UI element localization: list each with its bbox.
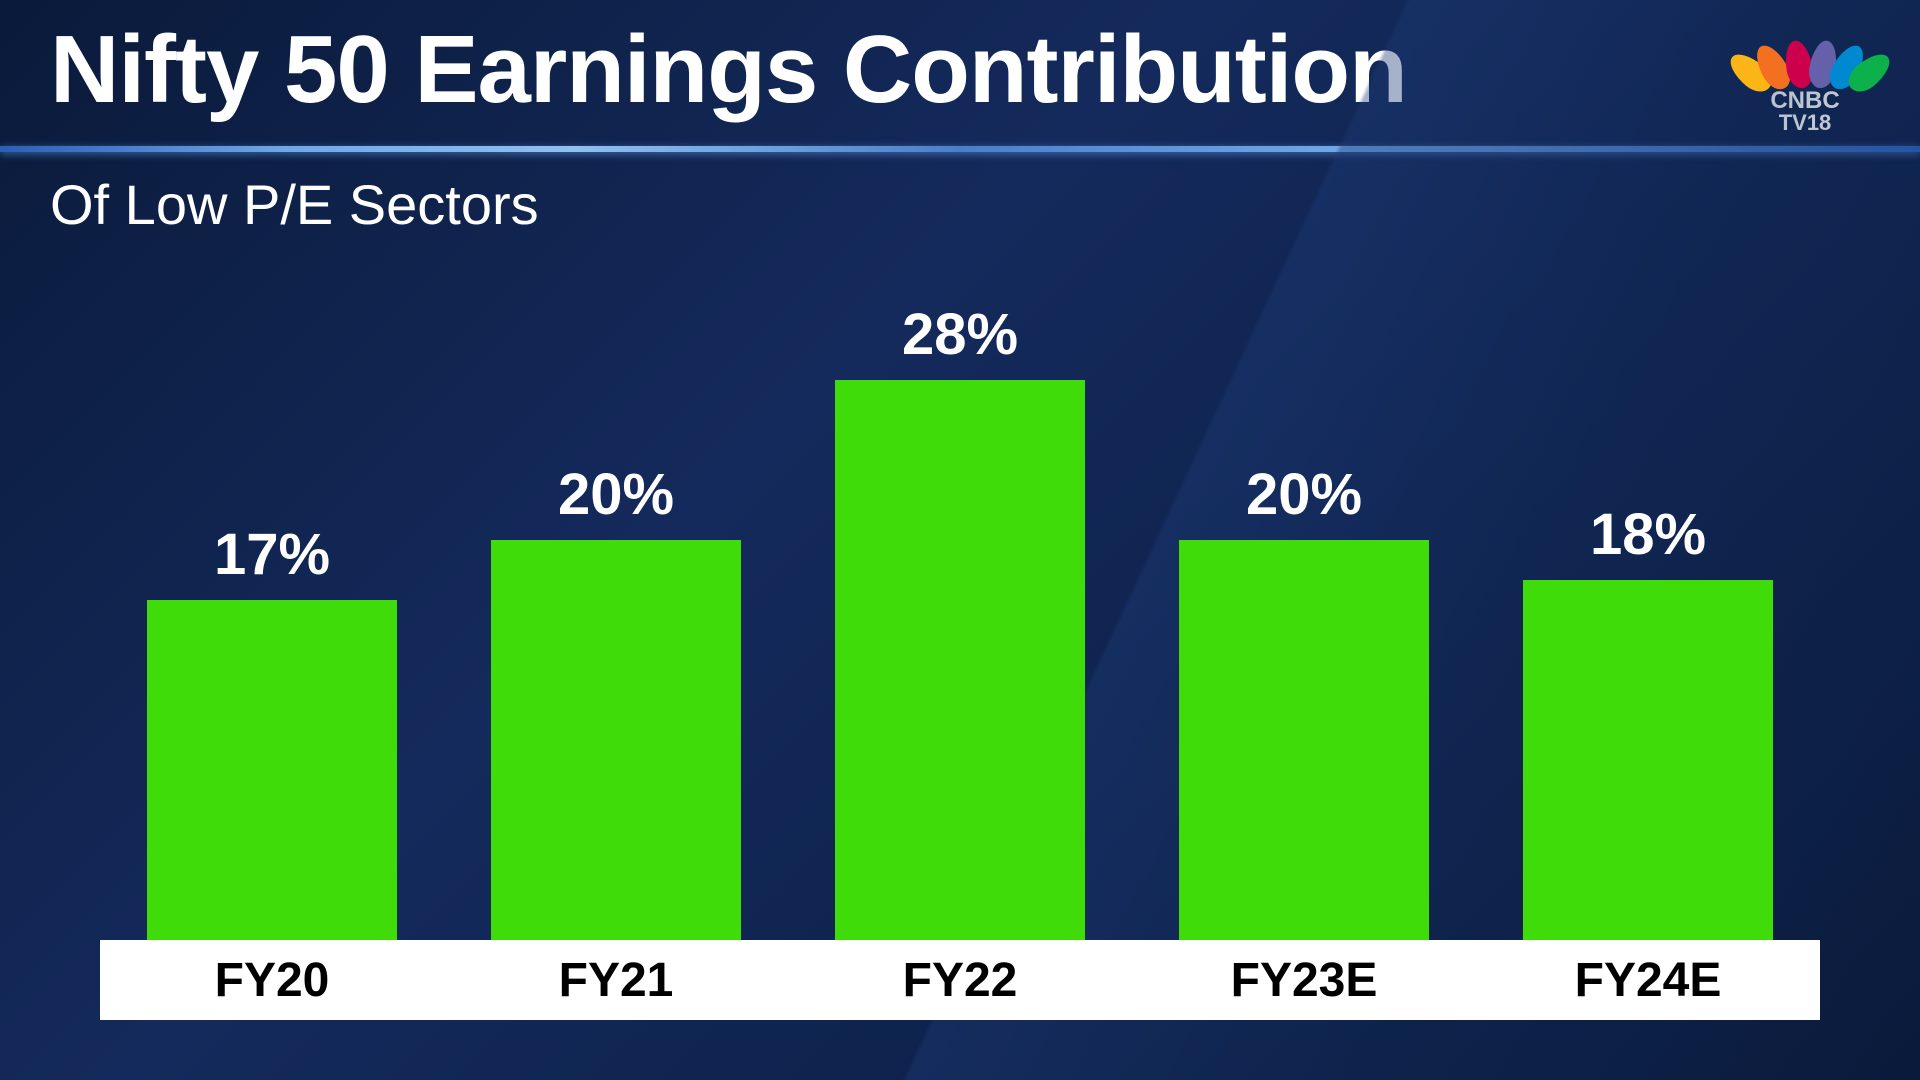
bar-slot: 17% <box>100 300 444 940</box>
bar <box>835 380 1085 940</box>
bars-region: 17% 20% 28% 20% 18% <box>100 300 1820 940</box>
bar-value-label: 20% <box>1246 461 1362 528</box>
x-axis-strip: FY20FY21FY22FY23EFY24E <box>100 940 1820 1020</box>
x-axis-label: FY21 <box>444 953 788 1008</box>
bar-value-label: 20% <box>558 461 674 528</box>
x-axis-label: FY22 <box>788 953 1132 1008</box>
bar-slot: 20% <box>444 300 788 940</box>
bar-slot: 18% <box>1476 300 1820 940</box>
logo-sub-text: TV18 <box>1750 113 1860 134</box>
bar <box>147 600 397 940</box>
bar-chart: 17% 20% 28% 20% 18% FY20FY21FY22FY23EFY24E <box>100 300 1820 1020</box>
bar-slot: 20% <box>1132 300 1476 940</box>
page-subtitle: Of Low P/E Sectors <box>0 152 1920 237</box>
bar-value-label: 17% <box>214 521 330 588</box>
peacock-icon <box>1750 28 1860 88</box>
page-title: Nifty 50 Earnings Contribution <box>50 20 1407 121</box>
bar-value-label: 18% <box>1590 501 1706 568</box>
bar <box>491 540 741 940</box>
x-axis-label: FY20 <box>100 953 444 1008</box>
bar-value-label: 28% <box>902 301 1018 368</box>
x-axis-label: FY24E <box>1476 953 1820 1008</box>
bar-slot: 28% <box>788 300 1132 940</box>
channel-logo: CNBC TV18 <box>1750 28 1860 134</box>
header: Nifty 50 Earnings Contribution CNBC TV18 <box>0 0 1920 134</box>
bar <box>1179 540 1429 940</box>
x-axis-label: FY23E <box>1132 953 1476 1008</box>
bar <box>1523 580 1773 940</box>
